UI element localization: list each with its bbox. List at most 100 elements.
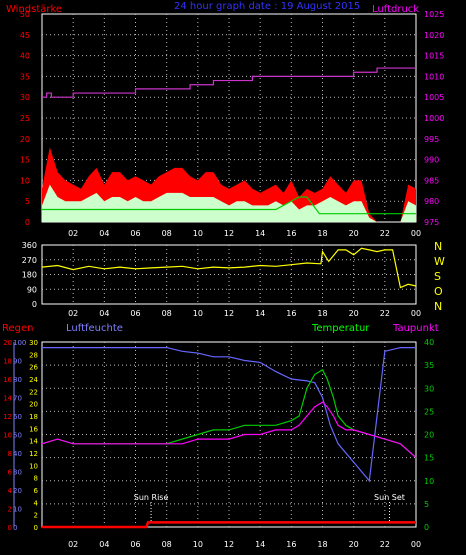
x-tick-label: 10 (193, 229, 203, 238)
temperature-right-tick-label: 30 (424, 384, 434, 393)
x-tick-label: 20 (349, 540, 359, 549)
luftfeuchte-tick-label: 50 (13, 432, 22, 440)
x-tick-label: 02 (68, 540, 78, 549)
regen-label: Regen (2, 323, 34, 334)
x-tick-label: 00 (411, 229, 421, 238)
temperature-right-tick-label: 15 (424, 454, 434, 463)
luftfeuchte-tick-label: 30 (13, 469, 22, 477)
wind-tick-label: 45 (20, 31, 30, 40)
x-tick-label: 14 (255, 540, 265, 549)
temperature-right-tick-label: 25 (424, 407, 434, 416)
chart-title: 24 hour graph date : 19 August 2015 (174, 1, 360, 12)
temperature-left-tick-label: 12 (29, 450, 38, 458)
regen-tick-label: 12 (3, 413, 12, 421)
x-tick-label: 20 (349, 229, 359, 238)
temperature-right-tick-label: 5 (424, 500, 429, 509)
luftfeuchte-tick-label: 20 (13, 487, 22, 495)
pressure-tick-label: 985 (424, 176, 439, 185)
temperature-right-tick-label: 10 (424, 477, 434, 486)
luftfeuchte-tick-label: 60 (13, 413, 22, 421)
regen-tick-label: 20 (3, 339, 12, 347)
temperature-left-tick-label: 0 (34, 524, 38, 532)
x-tick-label: 06 (130, 540, 140, 549)
luftfeuchte-tick-label: 100 (13, 339, 26, 347)
x-tick-label: 08 (162, 229, 172, 238)
wind-tick-label: 50 (20, 10, 30, 19)
temperature-left-tick-label: 22 (29, 388, 38, 396)
series-wind-mean (42, 184, 416, 222)
temperature-right-tick-label: 20 (424, 431, 434, 440)
sun-annotation: Sun Set (374, 493, 405, 502)
wind-tick-label: 10 (20, 176, 30, 185)
regen-tick-label: 4 (8, 487, 13, 495)
luftfeuchte-tick-label: 80 (13, 376, 22, 384)
pressure-tick-label: 1020 (424, 31, 444, 40)
x-tick-label: 06 (130, 309, 140, 318)
taupunkt-label: Taupunkt (392, 323, 439, 334)
luftfeuchte-label: Luftfeuchte (66, 323, 123, 334)
regen-tick-label: 18 (3, 358, 12, 366)
direction-tick-label: 360 (22, 241, 37, 250)
direction-tick-label: 180 (22, 271, 37, 280)
pressure-tick-label: 975 (424, 218, 439, 227)
luftfeuchte-tick-label: 40 (13, 450, 22, 458)
direction-tick-label: 270 (22, 256, 37, 265)
x-tick-label: 18 (317, 540, 327, 549)
temperature-left-tick-label: 16 (29, 425, 38, 433)
pressure-tick-label: 995 (424, 135, 439, 144)
pressure-tick-label: 1010 (424, 72, 444, 81)
regen-tick-label: 16 (3, 376, 12, 384)
regen-tick-label: 8 (8, 450, 12, 458)
x-tick-label: 04 (99, 540, 109, 549)
luftfeuchte-tick-label: 10 (13, 506, 22, 514)
regen-tick-label: 0 (8, 524, 12, 532)
series-regen (42, 521, 416, 529)
regen-tick-label: 2 (8, 506, 12, 514)
temperatur-label: Temperatur (311, 323, 370, 334)
luftfeuchte-tick-label: 70 (13, 395, 22, 403)
x-tick-label: 10 (193, 309, 203, 318)
x-tick-label: 08 (162, 309, 172, 318)
compass-label: N (434, 240, 442, 253)
x-tick-label: 00 (411, 540, 421, 549)
wind-tick-label: 30 (20, 93, 30, 102)
series-luftfeuchte (42, 347, 416, 483)
temperature-left-tick-label: 14 (29, 438, 38, 446)
series-windrichtung (41, 247, 417, 289)
x-tick-label: 18 (317, 309, 327, 318)
x-tick-label: 22 (380, 540, 390, 549)
x-tick-label: 16 (286, 540, 296, 549)
temperature-left-tick-label: 8 (34, 475, 38, 483)
wind-tick-label: 5 (25, 197, 30, 206)
wind-tick-label: 25 (20, 114, 30, 123)
temperature-left-tick-label: 20 (29, 401, 38, 409)
compass-label: N (434, 300, 442, 313)
x-tick-label: 12 (224, 540, 234, 549)
x-tick-label: 00 (411, 309, 421, 318)
wind-tick-label: 35 (20, 72, 30, 81)
pressure-tick-label: 1025 (424, 10, 444, 19)
x-tick-label: 02 (68, 309, 78, 318)
temperature-left-tick-label: 30 (29, 339, 38, 347)
series-wind-steady (42, 196, 416, 215)
x-tick-label: 14 (255, 309, 265, 318)
wind-axis-label: Windstärke (6, 4, 62, 15)
compass-label: O (434, 285, 443, 298)
regen-tick-label: 14 (3, 395, 12, 403)
temperature-right-tick-label: 0 (424, 523, 429, 532)
direction-tick-label: 0 (32, 300, 37, 309)
temperature-left-tick-label: 2 (34, 512, 38, 520)
sun-annotation: Sun Rise (134, 493, 169, 502)
x-tick-label: 06 (130, 229, 140, 238)
x-tick-label: 16 (286, 309, 296, 318)
wind-tick-label: 40 (20, 52, 30, 61)
x-tick-label: 12 (224, 229, 234, 238)
compass-label: S (434, 270, 441, 283)
temperature-left-tick-label: 6 (34, 487, 39, 495)
x-tick-label: 10 (193, 540, 203, 549)
luftfeuchte-tick-label: 90 (13, 358, 22, 366)
